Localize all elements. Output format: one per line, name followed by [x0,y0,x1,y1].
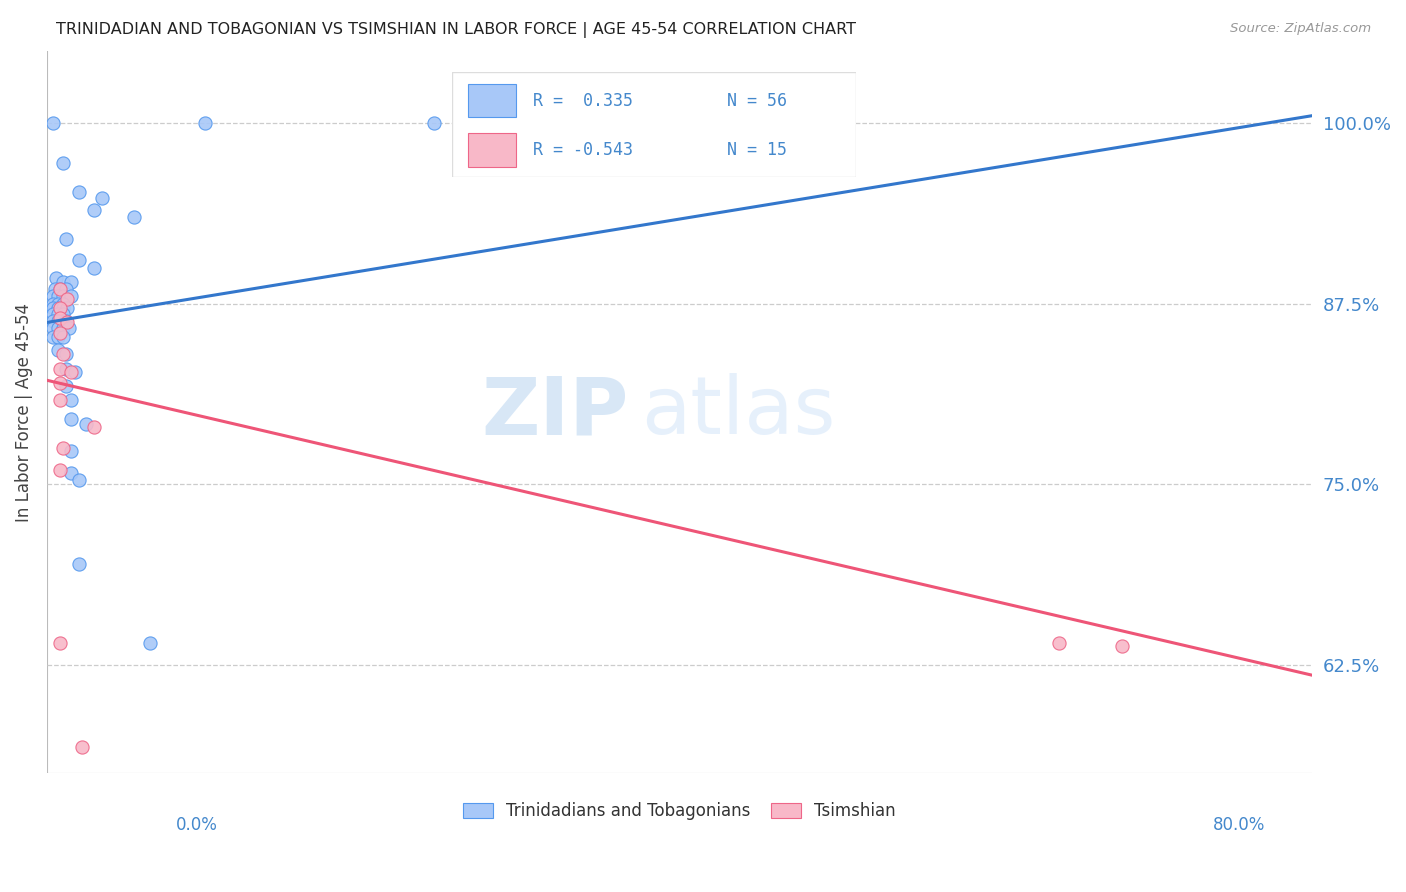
Point [423,116,446,130]
Point [59,275,82,289]
Text: ZIP: ZIP [481,373,628,451]
Point [46,289,69,303]
Point [67,557,90,571]
Point [59,365,82,379]
Text: atlas: atlas [641,373,835,451]
Point [46,343,69,357]
Point [52,275,75,289]
Point [48,326,70,340]
Point [42,296,65,310]
Point [42,289,65,303]
Point [42,314,65,328]
Point [138,636,160,650]
Point [70,740,93,755]
Point [42,116,65,130]
Point [55,347,77,361]
Text: TRINIDADIAN AND TOBAGONIAN VS TSIMSHIAN IN LABOR FORCE | AGE 45-54 CORRELATION C: TRINIDADIAN AND TOBAGONIAN VS TSIMSHIAN … [56,22,856,38]
Point [59,444,82,458]
Y-axis label: In Labor Force | Age 45-54: In Labor Force | Age 45-54 [15,302,32,522]
Point [52,347,75,361]
Legend: Trinidadians and Tobagonians, Tsimshian: Trinidadians and Tobagonians, Tsimshian [457,795,903,827]
Text: 80.0%: 80.0% [1213,816,1265,834]
Point [46,314,69,328]
Point [52,441,75,455]
Point [122,210,145,224]
Point [48,361,70,376]
Point [48,311,70,326]
Point [42,307,65,321]
Point [83,419,105,434]
Point [194,116,217,130]
Point [52,289,75,303]
Point [48,636,70,650]
Point [541,116,564,130]
Point [46,301,69,315]
Point [75,417,97,431]
Point [48,282,70,296]
Point [65,365,87,379]
Point [52,296,75,310]
Point [59,412,82,426]
Point [42,330,65,344]
Point [48,376,70,391]
Point [52,156,75,170]
Point [52,330,75,344]
Point [55,379,77,393]
Point [42,301,65,315]
Point [48,393,70,408]
Point [46,296,69,310]
Point [48,463,70,477]
Point [55,314,77,328]
Text: 0.0%: 0.0% [176,816,218,834]
Point [56,315,79,329]
Point [55,231,77,245]
Point [1111,639,1133,653]
Point [58,321,80,335]
Point [91,191,114,205]
Point [67,473,90,487]
Point [56,293,79,307]
Text: Source: ZipAtlas.com: Source: ZipAtlas.com [1230,22,1371,36]
Point [45,270,67,285]
Point [48,282,70,296]
Point [48,301,70,315]
Point [56,301,79,315]
Point [67,186,90,200]
Point [83,260,105,275]
Point [67,253,90,268]
Point [52,301,75,315]
Point [59,393,82,408]
Point [55,361,77,376]
Point [1047,636,1070,650]
Point [52,321,75,335]
Point [59,289,82,303]
Point [46,307,69,321]
Point [46,321,69,335]
Point [59,466,82,480]
Point [42,321,65,335]
Point [83,202,105,217]
Point [44,282,66,296]
Point [55,282,77,296]
Point [52,307,75,321]
Point [46,330,69,344]
